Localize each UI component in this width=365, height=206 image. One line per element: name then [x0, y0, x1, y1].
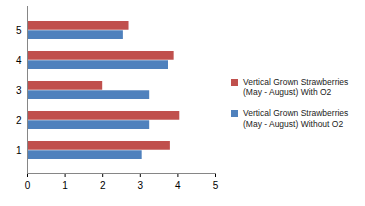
svg-text:5: 5 [16, 25, 22, 36]
svg-text:0: 0 [25, 180, 31, 191]
svg-text:3: 3 [16, 85, 22, 96]
svg-text:4: 4 [16, 55, 22, 66]
svg-text:2: 2 [100, 180, 106, 191]
svg-text:2: 2 [16, 115, 22, 126]
html-text:Vertical Grown Strawberries (M: Vertical Grown Strawberries (May - Augus… [243, 76, 349, 98]
svg-text:5: 5 [213, 180, 219, 191]
svg-text:1: 1 [62, 180, 68, 191]
svg-text:4: 4 [175, 180, 181, 191]
svg-text:3: 3 [138, 180, 144, 191]
html-text:Vertical Grown Strawberries (M: Vertical Grown Strawberries (May - Augus… [243, 108, 349, 129]
svg-text:1: 1 [16, 145, 22, 156]
